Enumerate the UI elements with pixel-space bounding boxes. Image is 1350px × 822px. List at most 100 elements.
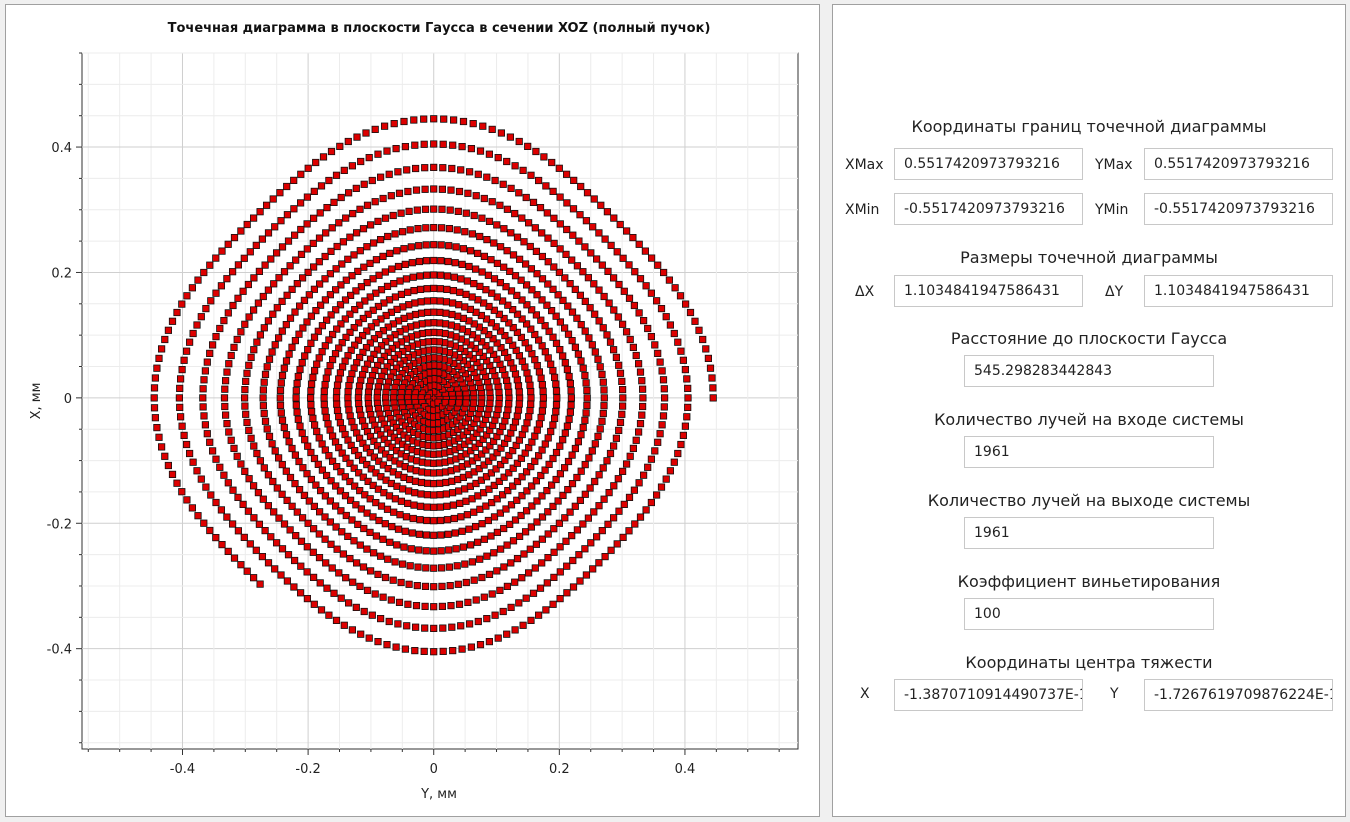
scatter-point [653, 491, 661, 499]
scatter-point [336, 142, 344, 150]
scatter-point [420, 647, 428, 656]
scatter-point [479, 352, 487, 361]
scatter-point [202, 304, 210, 313]
scatter-point [288, 285, 296, 294]
scatter-point [356, 541, 364, 549]
dx-field[interactable]: 1.1034841947586431 [894, 275, 1083, 307]
scatter-point [544, 354, 552, 362]
scatter-point [391, 558, 399, 566]
scatter-point [358, 331, 367, 340]
scatter-point [541, 322, 549, 330]
scatter-point [392, 144, 400, 153]
scatter-point [272, 539, 281, 547]
scatter-point [221, 385, 229, 393]
scatter-point [515, 400, 523, 408]
scatter-point [682, 300, 690, 308]
scatter-point [553, 394, 561, 402]
scatter-point [263, 425, 271, 433]
scatter-point [269, 477, 277, 486]
distance-field[interactable]: 545.298283442843 [964, 355, 1214, 387]
scatter-point [595, 559, 603, 567]
scatter-point [256, 331, 264, 339]
scatter-point [234, 294, 242, 302]
scatter-point [273, 304, 281, 312]
scatter-point [243, 369, 251, 377]
scatter-point [474, 170, 482, 178]
scatter-point [245, 426, 253, 435]
scatter-point [344, 255, 352, 263]
scatter-point [303, 220, 311, 228]
centroid-y-field[interactable]: -1.7267619709876224E-18 [1144, 679, 1333, 711]
scatter-point [360, 524, 368, 533]
rays-out-field[interactable]: 1961 [964, 517, 1214, 549]
scatter-point [497, 444, 505, 452]
scatter-point [340, 621, 348, 629]
scatter-point [349, 209, 357, 218]
scatter-point [157, 345, 166, 353]
ymin-field[interactable]: -0.5517420973793216 [1144, 193, 1333, 225]
scatter-point [259, 402, 267, 410]
scatter-point [467, 144, 476, 153]
scatter-point [522, 193, 530, 202]
scatter-point [297, 562, 305, 570]
scatter-point [337, 468, 345, 476]
xmax-field[interactable]: 0.5517420973793216 [894, 148, 1083, 180]
scatter-point [277, 217, 285, 225]
dy-field[interactable]: 1.1034841947586431 [1144, 275, 1333, 307]
scatter-point [584, 274, 593, 282]
scatter-point [282, 357, 291, 365]
scatter-point [469, 354, 477, 363]
scatter-point [399, 485, 407, 493]
vignetting-field[interactable]: 100 [964, 598, 1214, 630]
scatter-point [599, 464, 607, 472]
scatter-point [371, 125, 379, 133]
scatter-point [487, 256, 495, 264]
scatter-point [366, 495, 374, 503]
scatter-point [346, 233, 354, 241]
scatter-point [439, 624, 447, 632]
scatter-point [536, 203, 545, 212]
rays-in-field[interactable]: 1961 [964, 436, 1214, 468]
xmin-field[interactable]: -0.5517420973793216 [894, 193, 1083, 225]
scatter-point [590, 280, 598, 288]
scatter-point [249, 306, 258, 314]
scatter-point [382, 338, 390, 346]
scatter-point [307, 401, 315, 409]
scatter-point [466, 541, 475, 549]
scatter-point [223, 513, 231, 521]
scatter-point [212, 254, 220, 262]
scatter-point [386, 249, 394, 257]
scatter-point [288, 343, 296, 351]
scatter-point [472, 192, 480, 200]
scatter-point [256, 580, 264, 588]
scatter-point [310, 367, 319, 375]
scatter-point [543, 579, 551, 587]
scatter-point [217, 506, 225, 514]
scatter-point [598, 527, 606, 535]
centroid-x-field[interactable]: -1.3870710914490737E-17 [894, 679, 1083, 711]
scatter-point [199, 385, 207, 393]
scatter-point [230, 554, 239, 562]
scatter-point [221, 377, 230, 385]
scatter-point [330, 198, 338, 206]
scatter-point [381, 268, 389, 276]
centroid-x-label: X [860, 686, 870, 702]
ymax-field[interactable]: 0.5517420973793216 [1144, 148, 1333, 180]
scatter-point [207, 297, 215, 305]
scatter-point [573, 473, 581, 482]
scatter-point [623, 227, 631, 235]
scatter-point [284, 551, 293, 559]
scatter-point [564, 457, 573, 466]
scatter-point [509, 482, 517, 490]
scatter-point [390, 279, 398, 288]
scatter-point [568, 532, 576, 540]
scatter-point [393, 541, 401, 549]
scatter-point [461, 560, 469, 568]
scatter-point [430, 256, 438, 265]
scatter-point [551, 373, 559, 382]
scatter-point [514, 382, 523, 390]
scatter-point [606, 338, 615, 346]
scatter-point [598, 370, 606, 379]
scatter-point [522, 594, 530, 602]
scatter-point [552, 312, 560, 320]
